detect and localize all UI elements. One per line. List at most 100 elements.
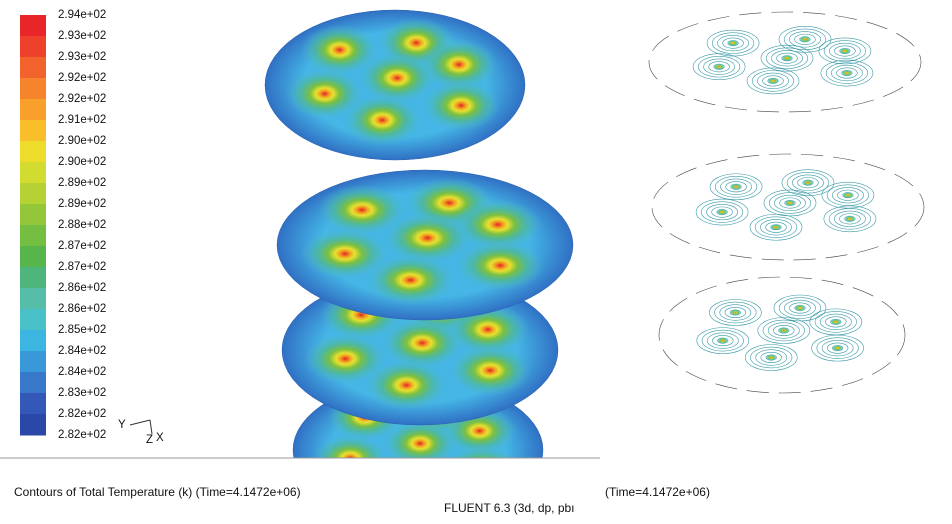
hot-spot — [317, 184, 407, 236]
contour-line — [765, 221, 787, 233]
contour-line — [717, 34, 749, 52]
contour-line — [760, 44, 814, 72]
legend-label: 2.93e+02 — [58, 51, 106, 63]
legend-swatch — [20, 414, 46, 436]
legend-swatch — [20, 309, 46, 331]
contour-line — [839, 213, 861, 225]
hot-spot — [840, 69, 853, 77]
legend-label: 2.89e+02 — [58, 177, 106, 189]
contour-line — [765, 47, 809, 69]
contour-disks — [264, 9, 574, 458]
legend-swatch — [20, 15, 46, 37]
contour-line — [749, 213, 803, 241]
contour-line — [701, 201, 744, 223]
hot-spot — [831, 344, 844, 352]
contour-line — [771, 50, 803, 67]
contour-line — [774, 194, 806, 212]
hot-spot — [303, 333, 387, 385]
hot-spot — [801, 179, 814, 187]
legend-label: 2.88e+02 — [58, 219, 106, 231]
contour-line — [696, 327, 750, 354]
legend-label: 2.84e+02 — [58, 345, 106, 357]
axis-line — [129, 419, 151, 426]
legend-swatch — [20, 393, 46, 415]
contour-line — [818, 37, 872, 65]
axis-label: X — [156, 432, 164, 444]
legend-label: 2.87e+02 — [58, 240, 106, 252]
legend-label: 2.89e+02 — [58, 198, 106, 210]
legend-swatch — [20, 267, 46, 289]
contour-line — [789, 302, 811, 314]
legend-label: 2.84e+02 — [58, 366, 106, 378]
contour-line — [750, 346, 793, 369]
contour-line — [823, 40, 867, 62]
contour-line — [834, 45, 856, 57]
contour-line — [823, 205, 877, 233]
contour-line — [762, 319, 805, 342]
contour-line — [757, 317, 811, 344]
contour-line — [719, 304, 752, 321]
contour-line — [711, 32, 755, 54]
contour-line — [792, 174, 824, 191]
contour-line — [698, 56, 741, 78]
hot-spot — [713, 63, 726, 71]
contour-line — [751, 70, 795, 92]
contour-line — [816, 337, 859, 359]
contour-line — [709, 299, 762, 326]
hot-spot — [343, 94, 422, 146]
contour-line — [811, 334, 864, 362]
contour-line — [820, 59, 874, 87]
hot-spot — [422, 79, 501, 131]
contour-line — [714, 301, 757, 324]
contour-line — [760, 219, 792, 236]
legend-label: 2.93e+02 — [58, 30, 106, 42]
hot-spot — [312, 434, 388, 458]
contour-line — [695, 198, 749, 226]
contour-line — [814, 311, 857, 333]
color-legend: 2.94e+02 2.93e+02 2.93e+02 2.92e+02 2.92e+02… — [20, 9, 106, 441]
axis-label: Z — [146, 434, 153, 446]
hot-spot — [798, 35, 811, 43]
contour-line — [781, 169, 835, 196]
legend-swatch — [20, 141, 46, 163]
contour-line — [714, 176, 758, 198]
solver: FLUENT 6.3 (3d, dp, pbı — [444, 501, 575, 515]
legend-swatch — [20, 162, 46, 184]
contour-line — [706, 332, 739, 349]
legend-label: 2.86e+02 — [58, 303, 106, 315]
contour-line — [754, 216, 798, 238]
contour-line — [706, 203, 739, 221]
legend-swatch — [20, 78, 46, 100]
legend-swatch — [20, 225, 46, 247]
hot-spot — [793, 304, 806, 312]
hot-spot — [285, 68, 364, 120]
hot-spot — [767, 77, 780, 85]
contour-line — [709, 173, 763, 201]
hot-spot — [448, 445, 515, 458]
legend-swatch — [20, 288, 46, 310]
legend-label: 2.91e+02 — [58, 114, 106, 126]
contour-line — [760, 351, 782, 363]
contour-line — [768, 192, 812, 214]
outline — [658, 276, 906, 394]
hot-spot — [843, 215, 856, 223]
contour-line — [773, 324, 795, 336]
hot-spot — [765, 354, 778, 361]
hot-spot — [729, 309, 742, 316]
contour-line — [722, 37, 744, 49]
legend-swatch — [20, 99, 46, 121]
contour-line — [778, 297, 822, 319]
hot-spot — [453, 199, 543, 251]
time: (Time=4.1472e+06) — [605, 485, 710, 499]
contour-line — [829, 42, 861, 60]
contour-line — [746, 67, 800, 95]
hot-spot — [300, 228, 390, 280]
contour-line — [828, 208, 872, 230]
hot-spot — [727, 39, 740, 47]
legend-label: 2.83e+02 — [58, 387, 106, 399]
hot-spot — [383, 212, 472, 264]
hot-spot — [783, 199, 796, 207]
legend-label: 2.82e+02 — [58, 429, 106, 441]
contour-line — [757, 72, 789, 89]
